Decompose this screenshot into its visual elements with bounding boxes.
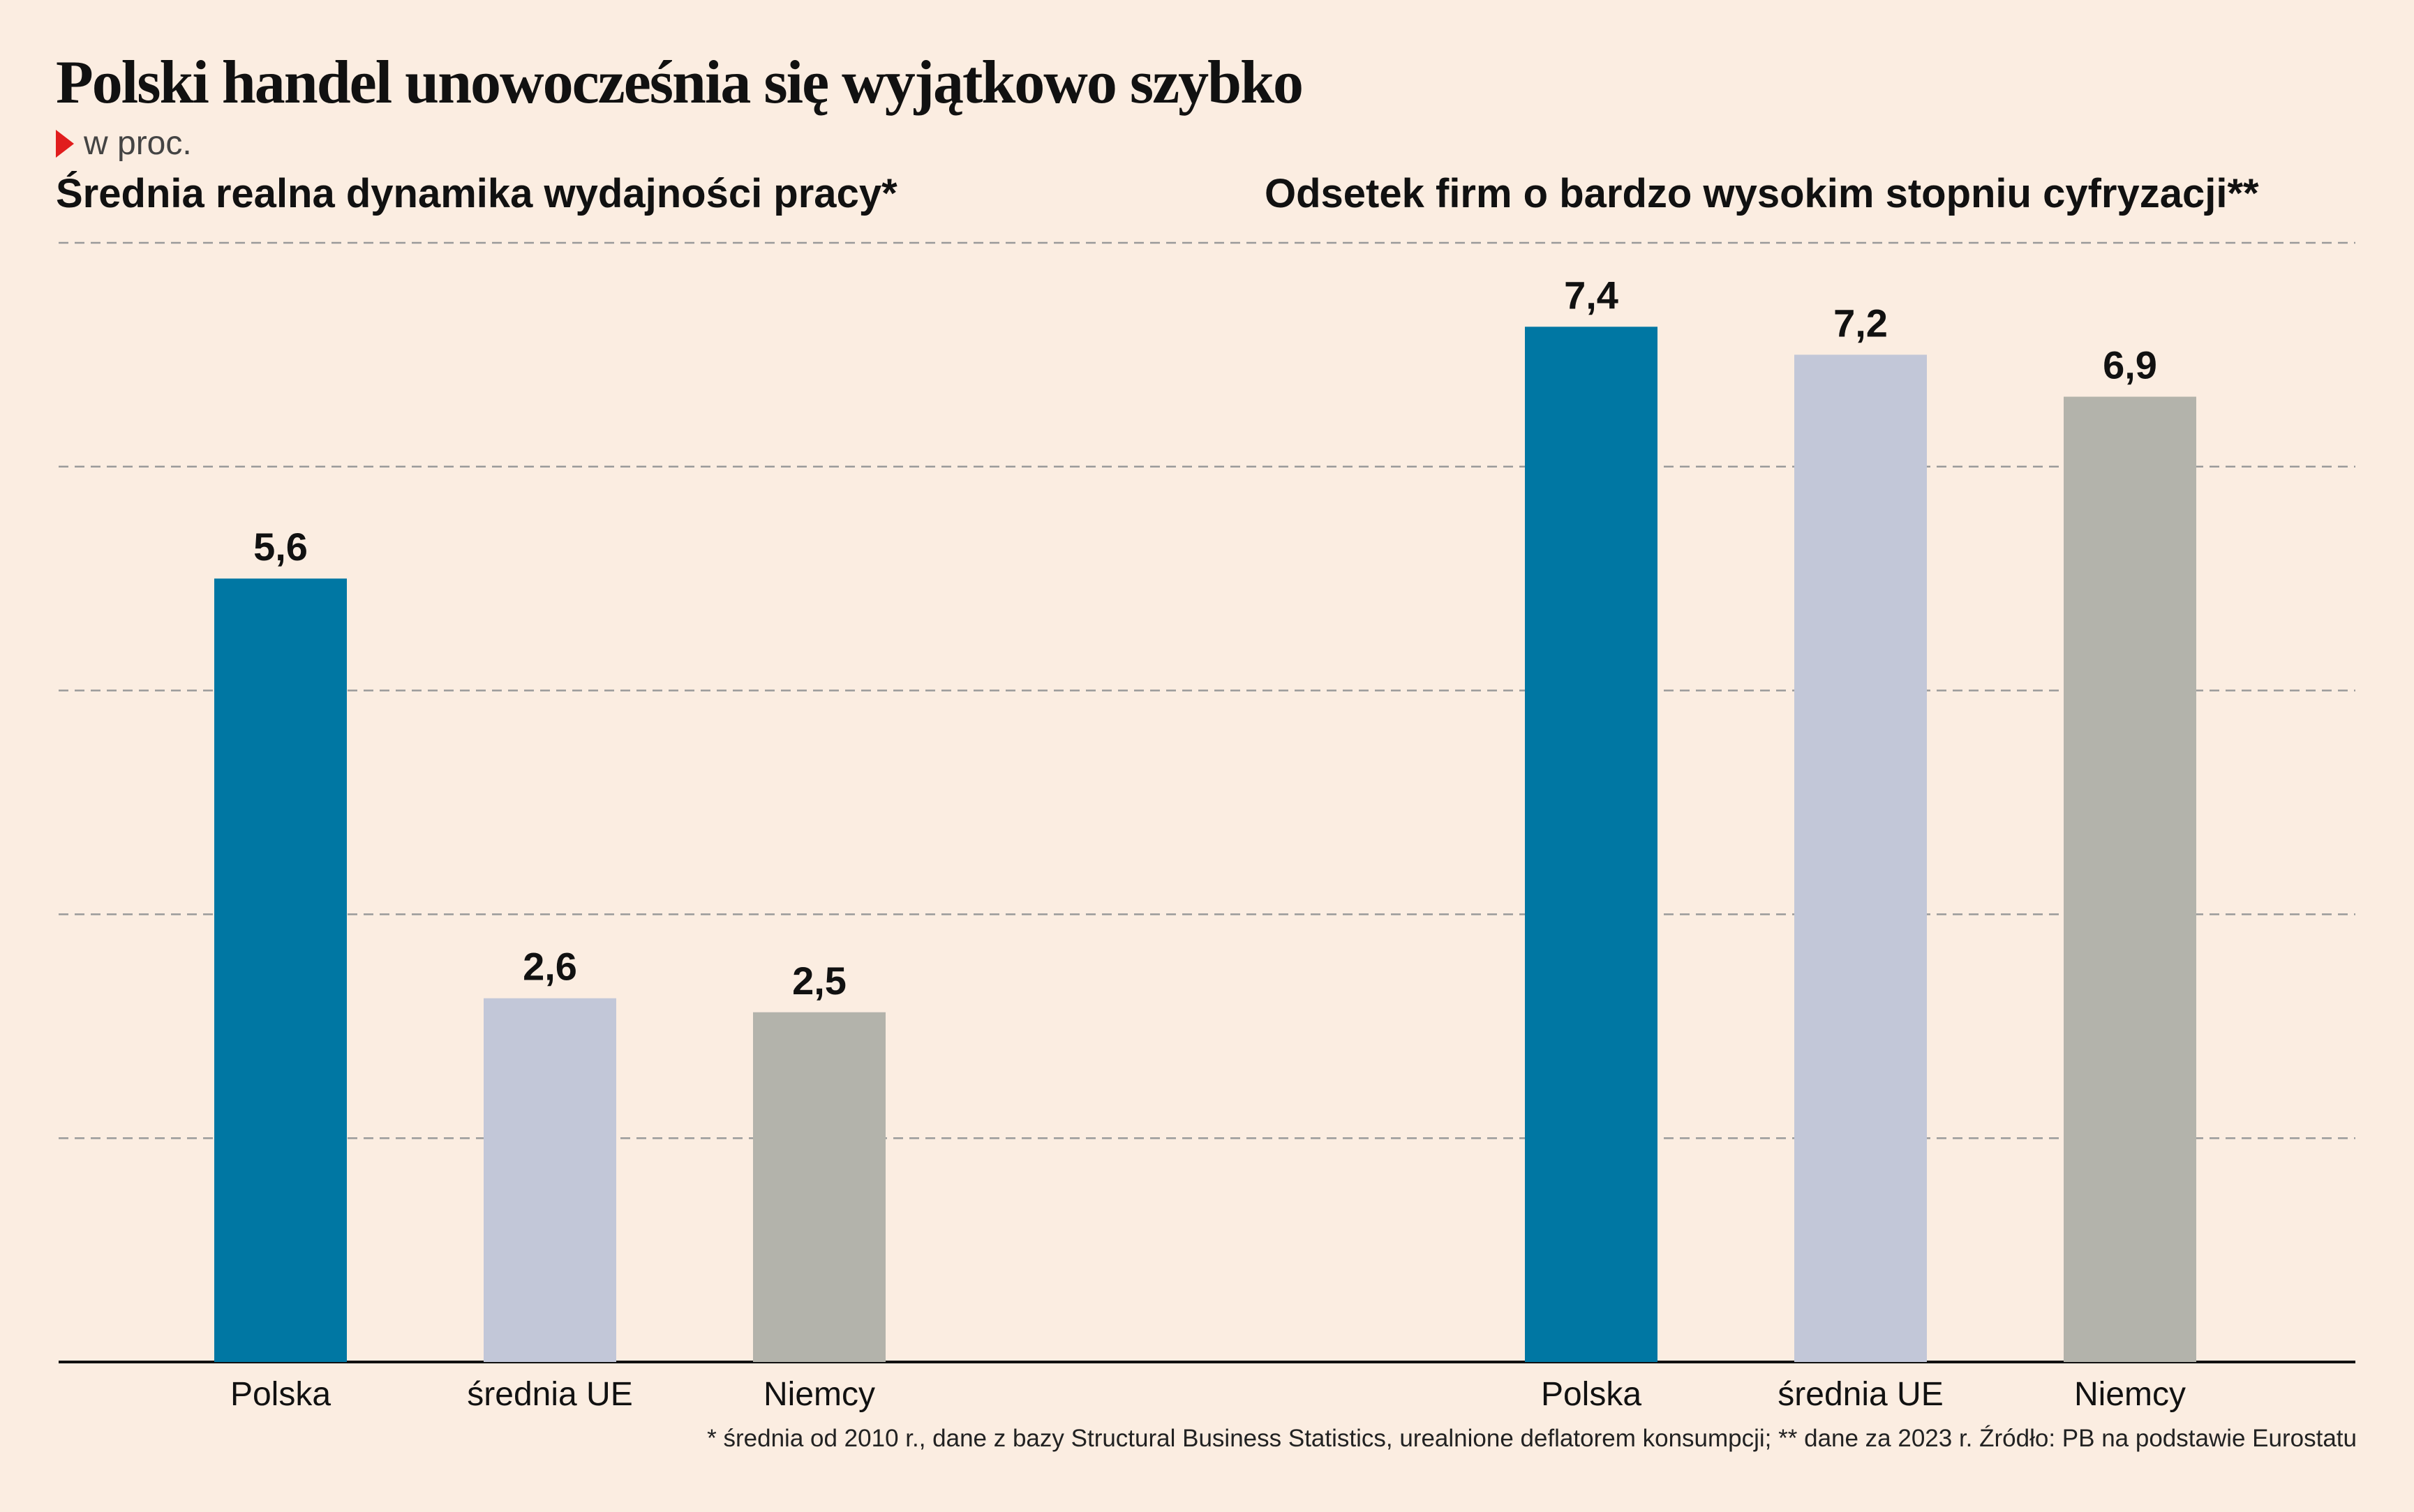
data-label-0-2: 2,5 [792, 959, 847, 1003]
bar-0-2 [753, 1012, 886, 1362]
bar-0-1 [484, 998, 616, 1362]
bar-0-0 [214, 578, 347, 1363]
left-panel-title: Średnia realna dynamika wydajności pracy… [56, 171, 897, 216]
unit-label: w proc. [84, 125, 192, 162]
category-label-0-1: średnia UE [467, 1376, 632, 1413]
category-label-1-1: średnia UE [1778, 1376, 1943, 1413]
category-label-1-0: Polska [1541, 1376, 1641, 1413]
category-label-0-2: Niemcy [763, 1376, 875, 1413]
bar-1-2 [2064, 396, 2196, 1362]
data-label-1-1: 7,2 [1833, 301, 1888, 345]
data-label-1-2: 6,9 [2103, 343, 2157, 387]
right-panel-title: Odsetek firm o bardzo wysokim stopniu cy… [1265, 171, 2259, 216]
data-label-0-0: 5,6 [253, 525, 308, 569]
bar-1-1 [1794, 354, 1927, 1362]
unit-row: w proc. [56, 124, 192, 163]
data-label-1-0: 7,4 [1564, 273, 1618, 317]
category-label-0-0: Polska [230, 1376, 331, 1413]
footnote: * średnia od 2010 r., dane z bazy Struct… [707, 1425, 2357, 1452]
bar-1-0 [1525, 327, 1657, 1362]
chart-title: Polski handel unowocześnia się wyjątkowo… [56, 49, 1304, 117]
data-label-0-1: 2,6 [523, 945, 577, 989]
red-triangle-marker-icon [56, 129, 74, 158]
category-label-1-2: Niemcy [2074, 1376, 2186, 1413]
